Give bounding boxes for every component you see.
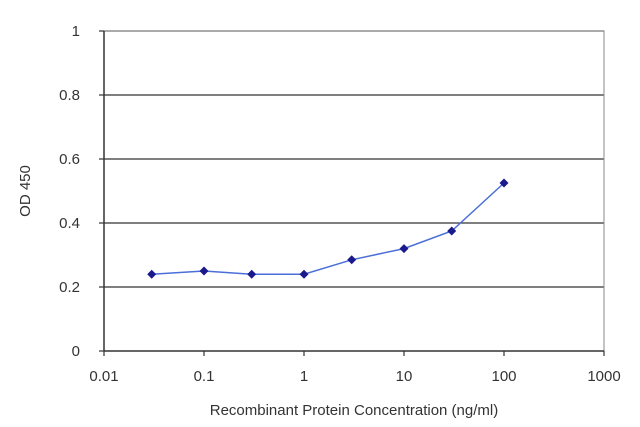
y-tick-label-5: 1	[72, 23, 80, 40]
y-tick-label-0: 0	[72, 343, 80, 360]
series	[147, 178, 509, 279]
y-axis-label: OD 450	[17, 165, 34, 217]
x-tick-label-0: 0.01	[89, 368, 118, 385]
x-tick-label-1: 0.1	[194, 368, 215, 385]
data-point-2	[247, 269, 257, 279]
x-tick-label-3: 10	[396, 368, 413, 385]
x-tick-label-5: 1000	[587, 368, 620, 385]
series-line-0	[151, 182, 505, 275]
x-tick-labels: 0.01 0.1 1 10 100 1000	[89, 368, 620, 385]
y-tick-label-4: 0.8	[59, 87, 80, 104]
data-point-3	[299, 269, 309, 279]
data-point-1	[199, 266, 209, 276]
grid	[104, 30, 604, 288]
data-point-6	[447, 226, 457, 236]
x-tick-label-4: 100	[491, 368, 516, 385]
x-tick-label-2: 1	[300, 368, 308, 385]
y-tick-label-2: 0.4	[59, 215, 80, 232]
plot-area	[103, 30, 605, 352]
data-point-0	[147, 269, 157, 279]
y-tick-label-3: 0.6	[59, 151, 80, 168]
y-tick-labels: 0 0.2 0.4 0.6 0.8 1	[59, 23, 80, 360]
data-point-7	[499, 178, 509, 188]
axes	[99, 30, 605, 356]
y-tick-label-1: 0.2	[59, 279, 80, 296]
x-axis-label: Recombinant Protein Concentration (ng/ml…	[210, 402, 498, 419]
data-point-5	[399, 244, 409, 254]
data-point-4	[347, 255, 357, 265]
